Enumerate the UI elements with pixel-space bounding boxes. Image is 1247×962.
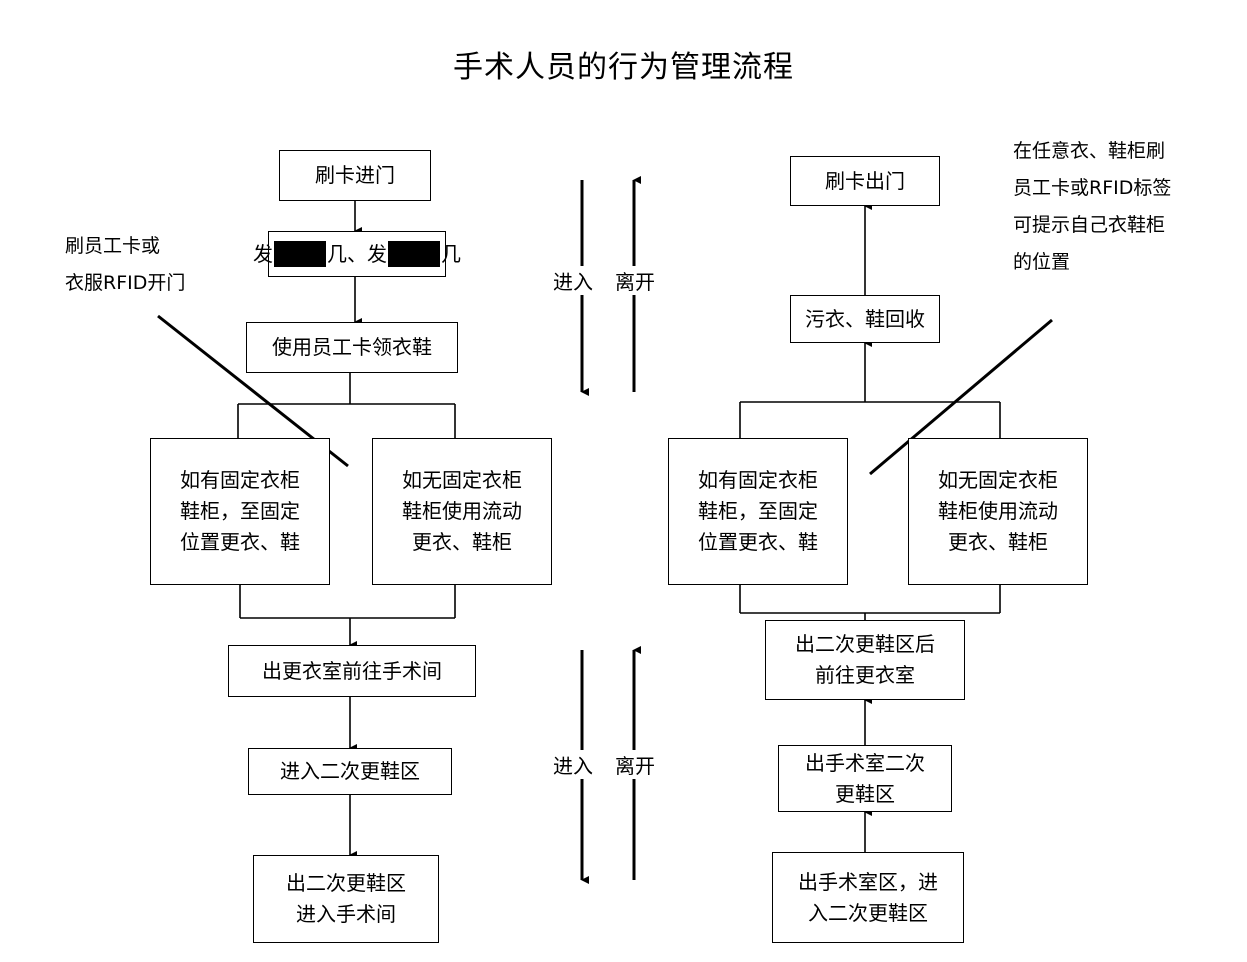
redacted-prefix-1: 发: [253, 241, 273, 266]
redacted-suffix-1: 几: [327, 241, 347, 266]
flow-label-leave-upper: 离开: [614, 266, 656, 295]
annotation-right-note: 在任意衣、鞋柜刷 员工卡或RFID标签 可提示自己衣鞋柜 的位置: [1013, 133, 1171, 281]
node-label-line: 鞋柜，至固定: [698, 499, 818, 523]
node-label-line: 位置更衣、鞋: [698, 530, 818, 554]
flow-label-leave-lower: 离开: [614, 750, 656, 779]
node-right-branch-fixed-locker[interactable]: 如有固定衣柜 鞋柜，至固定 位置更衣、鞋: [668, 438, 848, 585]
annotation-line: 衣服RFID开门: [65, 272, 186, 295]
node-enter-shoe-change-zone[interactable]: 进入二次更鞋区: [248, 748, 452, 795]
node-label-line: 如无固定衣柜: [938, 468, 1058, 492]
flow-label-enter-upper: 进入: [552, 266, 594, 295]
redacted-content: 发 几 、 发 几: [253, 239, 461, 270]
node-label: 出更衣室前往手术间: [262, 658, 442, 683]
annotation-line: 可提示自己衣鞋柜: [1013, 214, 1166, 237]
annotation-line: 的位置: [1013, 251, 1071, 274]
node-exit-shoe-zone-enter-or[interactable]: 出二次更鞋区 进入手术间: [253, 855, 439, 943]
node-label-line: 如有固定衣柜: [180, 468, 300, 492]
node-label-line: 位置更衣、鞋: [180, 530, 300, 554]
node-exit-swipe-out[interactable]: 刷卡出门: [790, 156, 940, 206]
node-exit-or-zone-enter-shoe-zone[interactable]: 出手术室区，进 入二次更鞋区: [772, 852, 964, 943]
node-label-line: 更鞋区: [835, 781, 895, 806]
redaction-bar-1: [274, 241, 326, 267]
node-label: 使用员工卡领衣鞋: [272, 335, 432, 359]
node-entry-swipe-in[interactable]: 刷卡进门: [279, 150, 431, 201]
node-label-line: 进入手术间: [296, 902, 396, 926]
node-label-line: 更衣、鞋柜: [948, 530, 1048, 554]
annotation-line: 员工卡或RFID标签: [1013, 177, 1172, 200]
node-label: 刷卡进门: [315, 163, 395, 187]
node-exit-or-second-shoe-zone[interactable]: 出手术室二次 更鞋区: [778, 745, 952, 812]
node-leave-locker-to-or[interactable]: 出更衣室前往手术间: [228, 645, 476, 697]
node-label-line: 鞋柜使用流动: [402, 499, 522, 523]
annotation-line: 在任意衣、鞋柜刷: [1013, 140, 1166, 162]
node-left-branch-no-locker[interactable]: 如无固定衣柜 鞋柜使用流动 更衣、鞋柜: [372, 438, 552, 585]
node-label-line: 出手术室二次: [805, 750, 925, 775]
redacted-separator: 、: [347, 241, 367, 266]
flow-label-enter-lower: 进入: [552, 750, 594, 779]
redacted-suffix-2: 几: [441, 241, 461, 266]
annotation-line: 刷员工卡或: [65, 235, 161, 257]
node-left-branch-fixed-locker[interactable]: 如有固定衣柜 鞋柜，至固定 位置更衣、鞋: [150, 438, 330, 585]
node-label-line: 入二次更鞋区: [808, 900, 928, 925]
node-label-line: 如有固定衣柜: [698, 468, 818, 492]
node-label-line: 出二次更鞋区: [286, 871, 406, 895]
node-soiled-clothes-recycle[interactable]: 污衣、鞋回收: [790, 295, 940, 343]
node-exit-shoe-zone-to-locker-room[interactable]: 出二次更鞋区后 前往更衣室: [765, 620, 965, 700]
node-label-line: 前往更衣室: [815, 663, 915, 687]
redacted-prefix-2: 发: [367, 241, 387, 266]
node-collect-clothes[interactable]: 使用员工卡领衣鞋: [246, 322, 458, 373]
node-label: 进入二次更鞋区: [280, 759, 420, 783]
node-right-branch-no-locker[interactable]: 如无固定衣柜 鞋柜使用流动 更衣、鞋柜: [908, 438, 1088, 585]
node-label-line: 出手术室区，进: [798, 869, 938, 894]
node-label-line: 如无固定衣柜: [402, 468, 522, 492]
node-label: 污衣、鞋回收: [805, 306, 925, 331]
annotation-left-note: 刷员工卡或 衣服RFID开门: [65, 228, 185, 302]
node-label-line: 鞋柜，至固定: [180, 499, 300, 523]
page-title: 手术人员的行为管理流程: [453, 50, 794, 85]
node-issue-redacted[interactable]: 发 几 、 发 几: [253, 231, 461, 277]
node-label: 刷卡出门: [825, 168, 905, 193]
node-label-line: 更衣、鞋柜: [412, 530, 512, 554]
redaction-bar-2: [388, 241, 440, 267]
node-label-line: 鞋柜使用流动: [938, 499, 1058, 523]
node-label-line: 出二次更鞋区后: [795, 632, 935, 656]
